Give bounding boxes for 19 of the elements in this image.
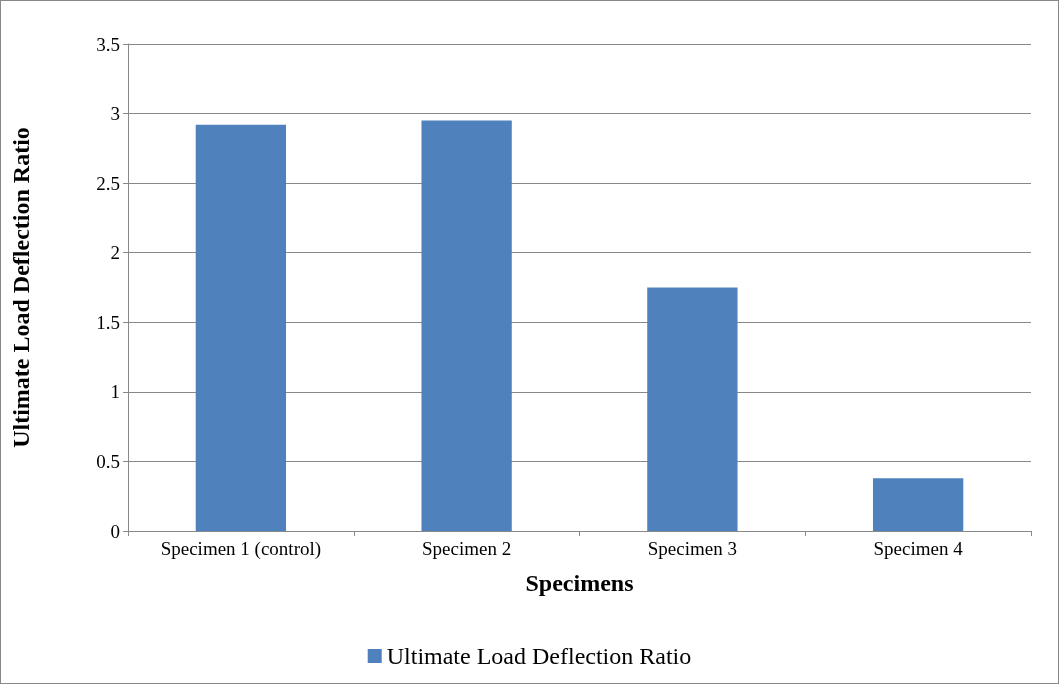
x-axis-title: Specimens (525, 570, 634, 596)
y-tick-label: 3 (110, 103, 120, 125)
y-tick-label: 1.5 (96, 311, 120, 333)
y-tick-label: 2.5 (96, 172, 120, 194)
y-tick-label: 0.5 (96, 450, 120, 472)
bar (872, 478, 964, 531)
bar (647, 287, 738, 531)
y-axis-title: Ultimate Load Deflection Ratio (8, 127, 34, 448)
y-tick-label: 2 (110, 242, 120, 264)
bar (195, 124, 287, 531)
y-tick-label: 0 (110, 520, 120, 542)
y-tick-label: 3.5 (96, 33, 120, 55)
x-tick-label: Specimen 3 (647, 538, 737, 559)
x-tick-label: Specimen 2 (422, 538, 512, 559)
legend-label: Ultimate Load Deflection Ratio (386, 643, 692, 669)
bar (421, 120, 512, 531)
x-tick-label: Specimen 1 (control) (160, 538, 322, 560)
y-tick-label: 1 (110, 381, 120, 403)
x-tick-label: Specimen 4 (873, 538, 964, 559)
